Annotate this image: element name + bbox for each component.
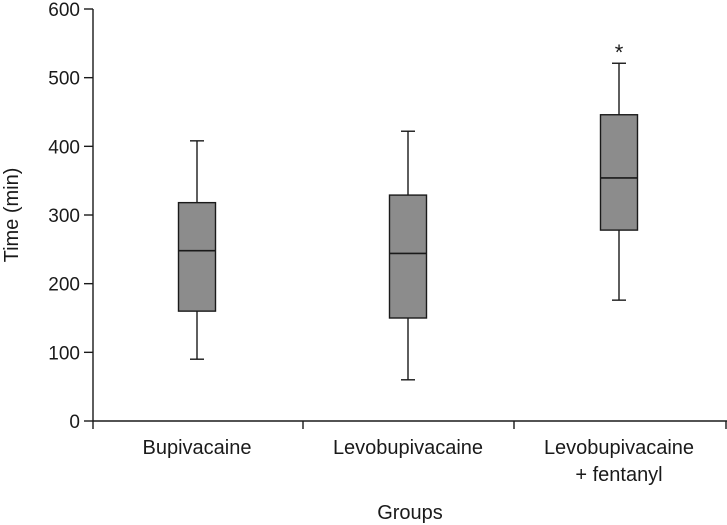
x-category-label: Bupivacaine — [143, 437, 252, 459]
x-axis-title: Groups — [377, 502, 443, 524]
box-group: * — [599, 40, 639, 301]
box-group — [388, 130, 428, 381]
x-category-label: + fentanyl — [575, 464, 662, 486]
y-tick-label: 400 — [48, 137, 80, 158]
x-category-label: Levobupivacaine — [333, 437, 483, 459]
iqr-box — [177, 201, 217, 312]
y-tick-label: 500 — [48, 69, 80, 90]
y-tick-label: 100 — [48, 343, 80, 364]
y-tick-label: 300 — [48, 206, 80, 227]
x-axis: Bupivacaine Levobupivacaine Levobupivacain… — [92, 420, 727, 486]
y-axis-title: Time (min) — [1, 168, 23, 263]
y-tick-label: 200 — [48, 275, 80, 296]
plot-area: * — [177, 40, 639, 381]
y-tick-label: 0 — [69, 412, 80, 433]
box-group — [177, 140, 217, 360]
iqr-box — [599, 114, 639, 231]
significance-marker: * — [615, 40, 624, 65]
iqr-box — [388, 194, 428, 319]
y-axis: 0 100 200 300 400 500 600 — [48, 0, 94, 433]
x-category-label: Levobupivacaine — [544, 437, 694, 459]
y-tick-label: 600 — [48, 0, 80, 21]
